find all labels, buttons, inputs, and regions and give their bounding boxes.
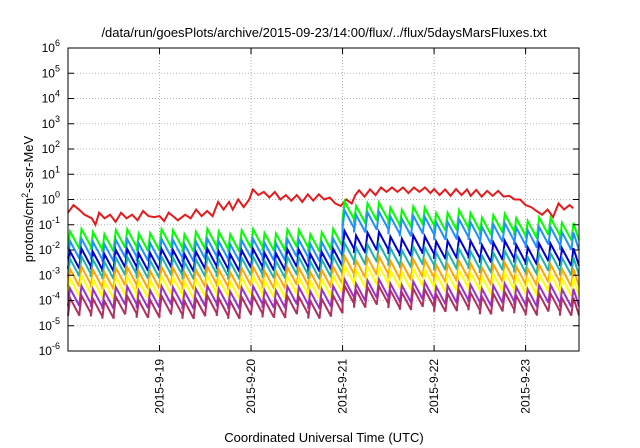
- y-tick-label: 10-6: [39, 341, 60, 358]
- y-tick-label: 104: [42, 89, 60, 106]
- y-tick-exponent: -5: [52, 316, 60, 326]
- y-tick-exponent: 5: [55, 63, 60, 73]
- y-tick-label: 10-4: [39, 291, 60, 308]
- y-tick-labels: 10-610-510-410-310-210-11001011021031041…: [39, 38, 60, 358]
- x-tick-labels: 2015-9-19 2015-9-20 2015-9-21 2015-9-22 2015…: [153, 359, 533, 414]
- y-tick-base: 10: [39, 294, 53, 308]
- y-axis-label-sup: 2: [20, 193, 30, 198]
- y-tick-label: 100: [42, 190, 60, 207]
- y-tick-base: 10: [42, 41, 56, 55]
- chart-title: /data/run/goesPlots/archive/2015-09-23/1…: [101, 25, 547, 40]
- y-tick-label: 102: [42, 139, 60, 156]
- x-tick-label: 2015-9-19: [153, 359, 167, 414]
- axis-ticks: [68, 47, 579, 352]
- y-axis-label-prefix: protons/cm: [21, 198, 36, 262]
- y-tick-label: 101: [42, 164, 60, 181]
- y-tick-label: 10-3: [39, 265, 60, 282]
- y-tick-exponent: 0: [55, 190, 60, 200]
- y-tick-exponent: -1: [52, 215, 60, 225]
- data-series: [67, 186, 580, 320]
- series-line-7: [67, 262, 580, 300]
- y-tick-base: 10: [42, 167, 56, 181]
- y-tick-label: 10-1: [39, 215, 60, 232]
- x-tick-label: 2015-9-20: [244, 359, 258, 414]
- series-line-4: [67, 227, 580, 273]
- y-tick-exponent: -6: [52, 341, 60, 351]
- y-tick-exponent: 3: [55, 114, 60, 124]
- x-tick-label: 2015-9-23: [519, 359, 533, 414]
- y-tick-base: 10: [42, 142, 56, 156]
- y-tick-base: 10: [39, 268, 53, 282]
- y-tick-exponent: 2: [55, 139, 60, 149]
- series-line-9: [67, 282, 580, 320]
- y-tick-exponent: 6: [55, 38, 60, 48]
- series-line-5: [67, 239, 580, 280]
- y-axis-label: protons/cm2-s-sr-MeV: [20, 135, 36, 262]
- y-tick-exponent: 1: [55, 164, 60, 174]
- y-tick-label: 10-5: [39, 316, 60, 333]
- y-tick-base: 10: [39, 319, 53, 333]
- series-line-6: [67, 252, 580, 291]
- y-tick-exponent: -2: [52, 240, 60, 250]
- x-tick-label: 2015-9-22: [427, 359, 441, 414]
- y-tick-exponent: -3: [52, 265, 60, 275]
- x-axis-label: Coordinated Universal Time (UTC): [224, 430, 423, 445]
- y-tick-label: 10-2: [39, 240, 60, 257]
- y-tick-base: 10: [42, 117, 56, 131]
- series-line-1: [67, 186, 574, 228]
- y-tick-base: 10: [42, 193, 56, 207]
- y-tick-label: 103: [42, 114, 60, 131]
- series-line-2: [67, 198, 580, 253]
- y-tick-base: 10: [39, 243, 53, 257]
- y-tick-base: 10: [39, 344, 53, 358]
- y-tick-exponent: 4: [55, 89, 60, 99]
- y-tick-base: 10: [39, 218, 53, 232]
- y-tick-label: 106: [42, 38, 60, 55]
- y-tick-base: 10: [42, 66, 56, 80]
- y-tick-base: 10: [42, 92, 56, 106]
- y-axis-label-suffix: -s-sr-MeV: [21, 135, 36, 192]
- x-tick-label: 2015-9-21: [336, 359, 350, 414]
- y-tick-label: 105: [42, 63, 60, 80]
- y-tick-exponent: -4: [52, 291, 60, 301]
- series-line-3: [67, 207, 580, 263]
